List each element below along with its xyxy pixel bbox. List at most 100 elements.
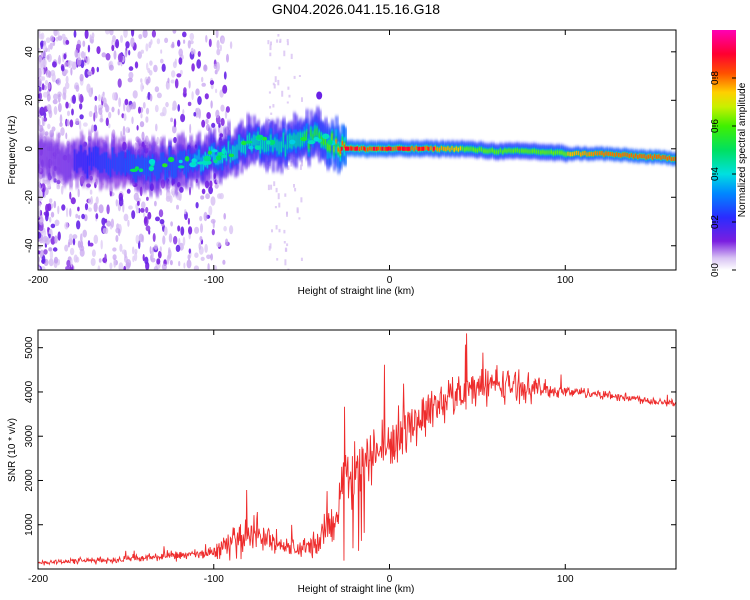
spectrogram-noise-blob [51,126,56,132]
spectrogram-noise-blob [115,199,119,207]
spectrogram-noise-blob [69,247,75,256]
spectrogram-ridge-island [266,140,271,145]
spectrogram-ridge-cell [510,148,513,153]
spectrogram-noise-blob [279,38,282,43]
snr-y-axis-label: SNR (10 * v/v) [7,418,18,482]
spectrogram-noise-blob [135,197,141,203]
spectrogram-y-axis-label: Frequency (Hz) [7,116,18,185]
spectrogram-ridge-cell [86,155,90,179]
spectrogram-noise-blob [203,64,207,71]
spectrogram-ridge-cell [341,141,345,146]
spectrogram-noise-blob [201,119,206,128]
spectrogram-ridge-cell [533,149,537,153]
spectrogram-noise-blob [286,101,289,104]
spectrogram-noise-blob [63,69,69,74]
spectrogram-noise-blob [137,200,140,206]
spectrogram-ridge-peak [407,146,410,151]
spectrogram-noise-blob [80,51,85,59]
spectrogram-noise-blob [284,247,287,252]
spectrogram-ridge-cell [599,151,602,156]
spectrogram-noise-blob [284,193,287,197]
spectrogram-noise-blob [172,61,177,69]
spectrogram-noise-blob [269,44,272,51]
spectrogram-noise-blob [61,204,66,211]
spectrogram-ridge-cell [130,154,134,175]
spectrogram-ridge-cell [242,139,246,153]
spectrogram-ridge-cell [645,155,648,160]
spectrogram-ridge-cell [666,156,670,161]
spectrogram-ridge-cell [662,155,665,159]
spectrogram-ridge-island [327,139,333,145]
spectrogram-ridge-cell [267,140,271,152]
spectrogram-ridge-cell [335,139,338,144]
spectrogram-noise-blob [111,106,115,113]
spectrogram-noise-blob [283,50,286,57]
spectrogram-noise-blob [287,165,290,170]
spectrogram-noise-blob [201,76,204,83]
spectrogram-noise-blob [170,221,174,227]
spectrogram-noise-blob [53,93,59,101]
spectrogram-ridge-cell [177,153,180,169]
spectrogram-ridge-cell [480,147,484,152]
spectrogram-noise-blob [135,208,139,214]
spectrogram-ridge-cell [542,150,545,154]
spectrogram-ridge-cell [457,147,461,152]
spectrogram-ridge-cell [535,149,539,154]
spectrogram-ridge-cell [147,155,151,177]
spectrogram-x-axis-label: Height of straight line (km) [298,286,415,297]
spectrogram-noise-blob [191,63,195,72]
spectrogram-noise-blob [95,213,99,220]
spectrogram-ridge-peak [402,146,405,151]
spectrogram-ridge-cell [571,152,575,157]
spectrogram-noise-blob [178,48,183,57]
spectrogram-noise-blob [273,181,276,187]
spectrogram-noise-blob [106,204,110,215]
spectrogram-ridge-cell [227,141,231,154]
spectrogram-noise-blob [48,232,51,239]
spectrogram-noise-blob [57,35,63,41]
spectrogram-noise-blob [200,256,205,261]
spectrogram-y-tick-label: 20 [24,94,35,106]
spectrogram-ridge-island [148,158,156,165]
spectrogram-noise-blob [178,57,183,65]
spectrogram-noise-blob [278,202,281,208]
spectrogram-ridge-island [316,91,323,100]
spectrogram-noise-blob [287,86,290,90]
spectrogram-ridge-cell [561,150,564,155]
spectrogram-noise-blob [79,93,84,104]
spectrogram-noise-blob [138,106,141,114]
spectrogram-noise-blob [154,86,160,93]
spectrogram-noise-blob [84,30,89,39]
spectrogram-noise-blob [120,132,123,142]
spectrogram-ridge-island [322,133,330,139]
spectrogram-noise-blob [167,77,170,84]
spectrogram-ridge-peak [420,146,423,151]
spectrogram-ridge-cell [464,147,467,152]
spectrogram-ridge-cell [489,148,492,153]
spectrogram-noise-blob [84,68,90,78]
spectrogram-noise-blob [201,82,206,87]
spectrogram-ridge-cell [339,149,343,154]
spectrogram-ridge-island [216,155,222,161]
spectrogram-ridge-cell [544,150,547,155]
spectrogram-ridge-cell [639,153,642,158]
spectrogram-noise-blob [64,244,69,252]
spectrogram-noise-blob [156,38,161,45]
spectrogram-ridge-cell [82,152,85,171]
spectrogram-ridge-peak [432,146,435,151]
spectrogram-ridge-cell [54,143,58,171]
spectrogram-noise-blob [151,30,156,38]
spectrogram-noise-blob [123,265,126,270]
spectrogram-noise-blob [57,93,61,103]
spectrogram-ridge-cell [312,134,315,140]
spectrogram-ridge-cell [588,152,592,157]
spectrogram-noise-blob [38,118,41,127]
spectrogram-noise-blob [272,104,275,108]
spectrogram-noise-blob [286,211,288,217]
spectrogram-noise-blob [77,206,80,212]
spectrogram-ridge-cell [322,137,326,146]
spectrogram-noise-blob [75,118,80,125]
spectrogram-ridge-cell [546,150,549,155]
spectrogram-ridge-cell [305,131,309,138]
spectrogram-noise-blob [38,86,42,92]
